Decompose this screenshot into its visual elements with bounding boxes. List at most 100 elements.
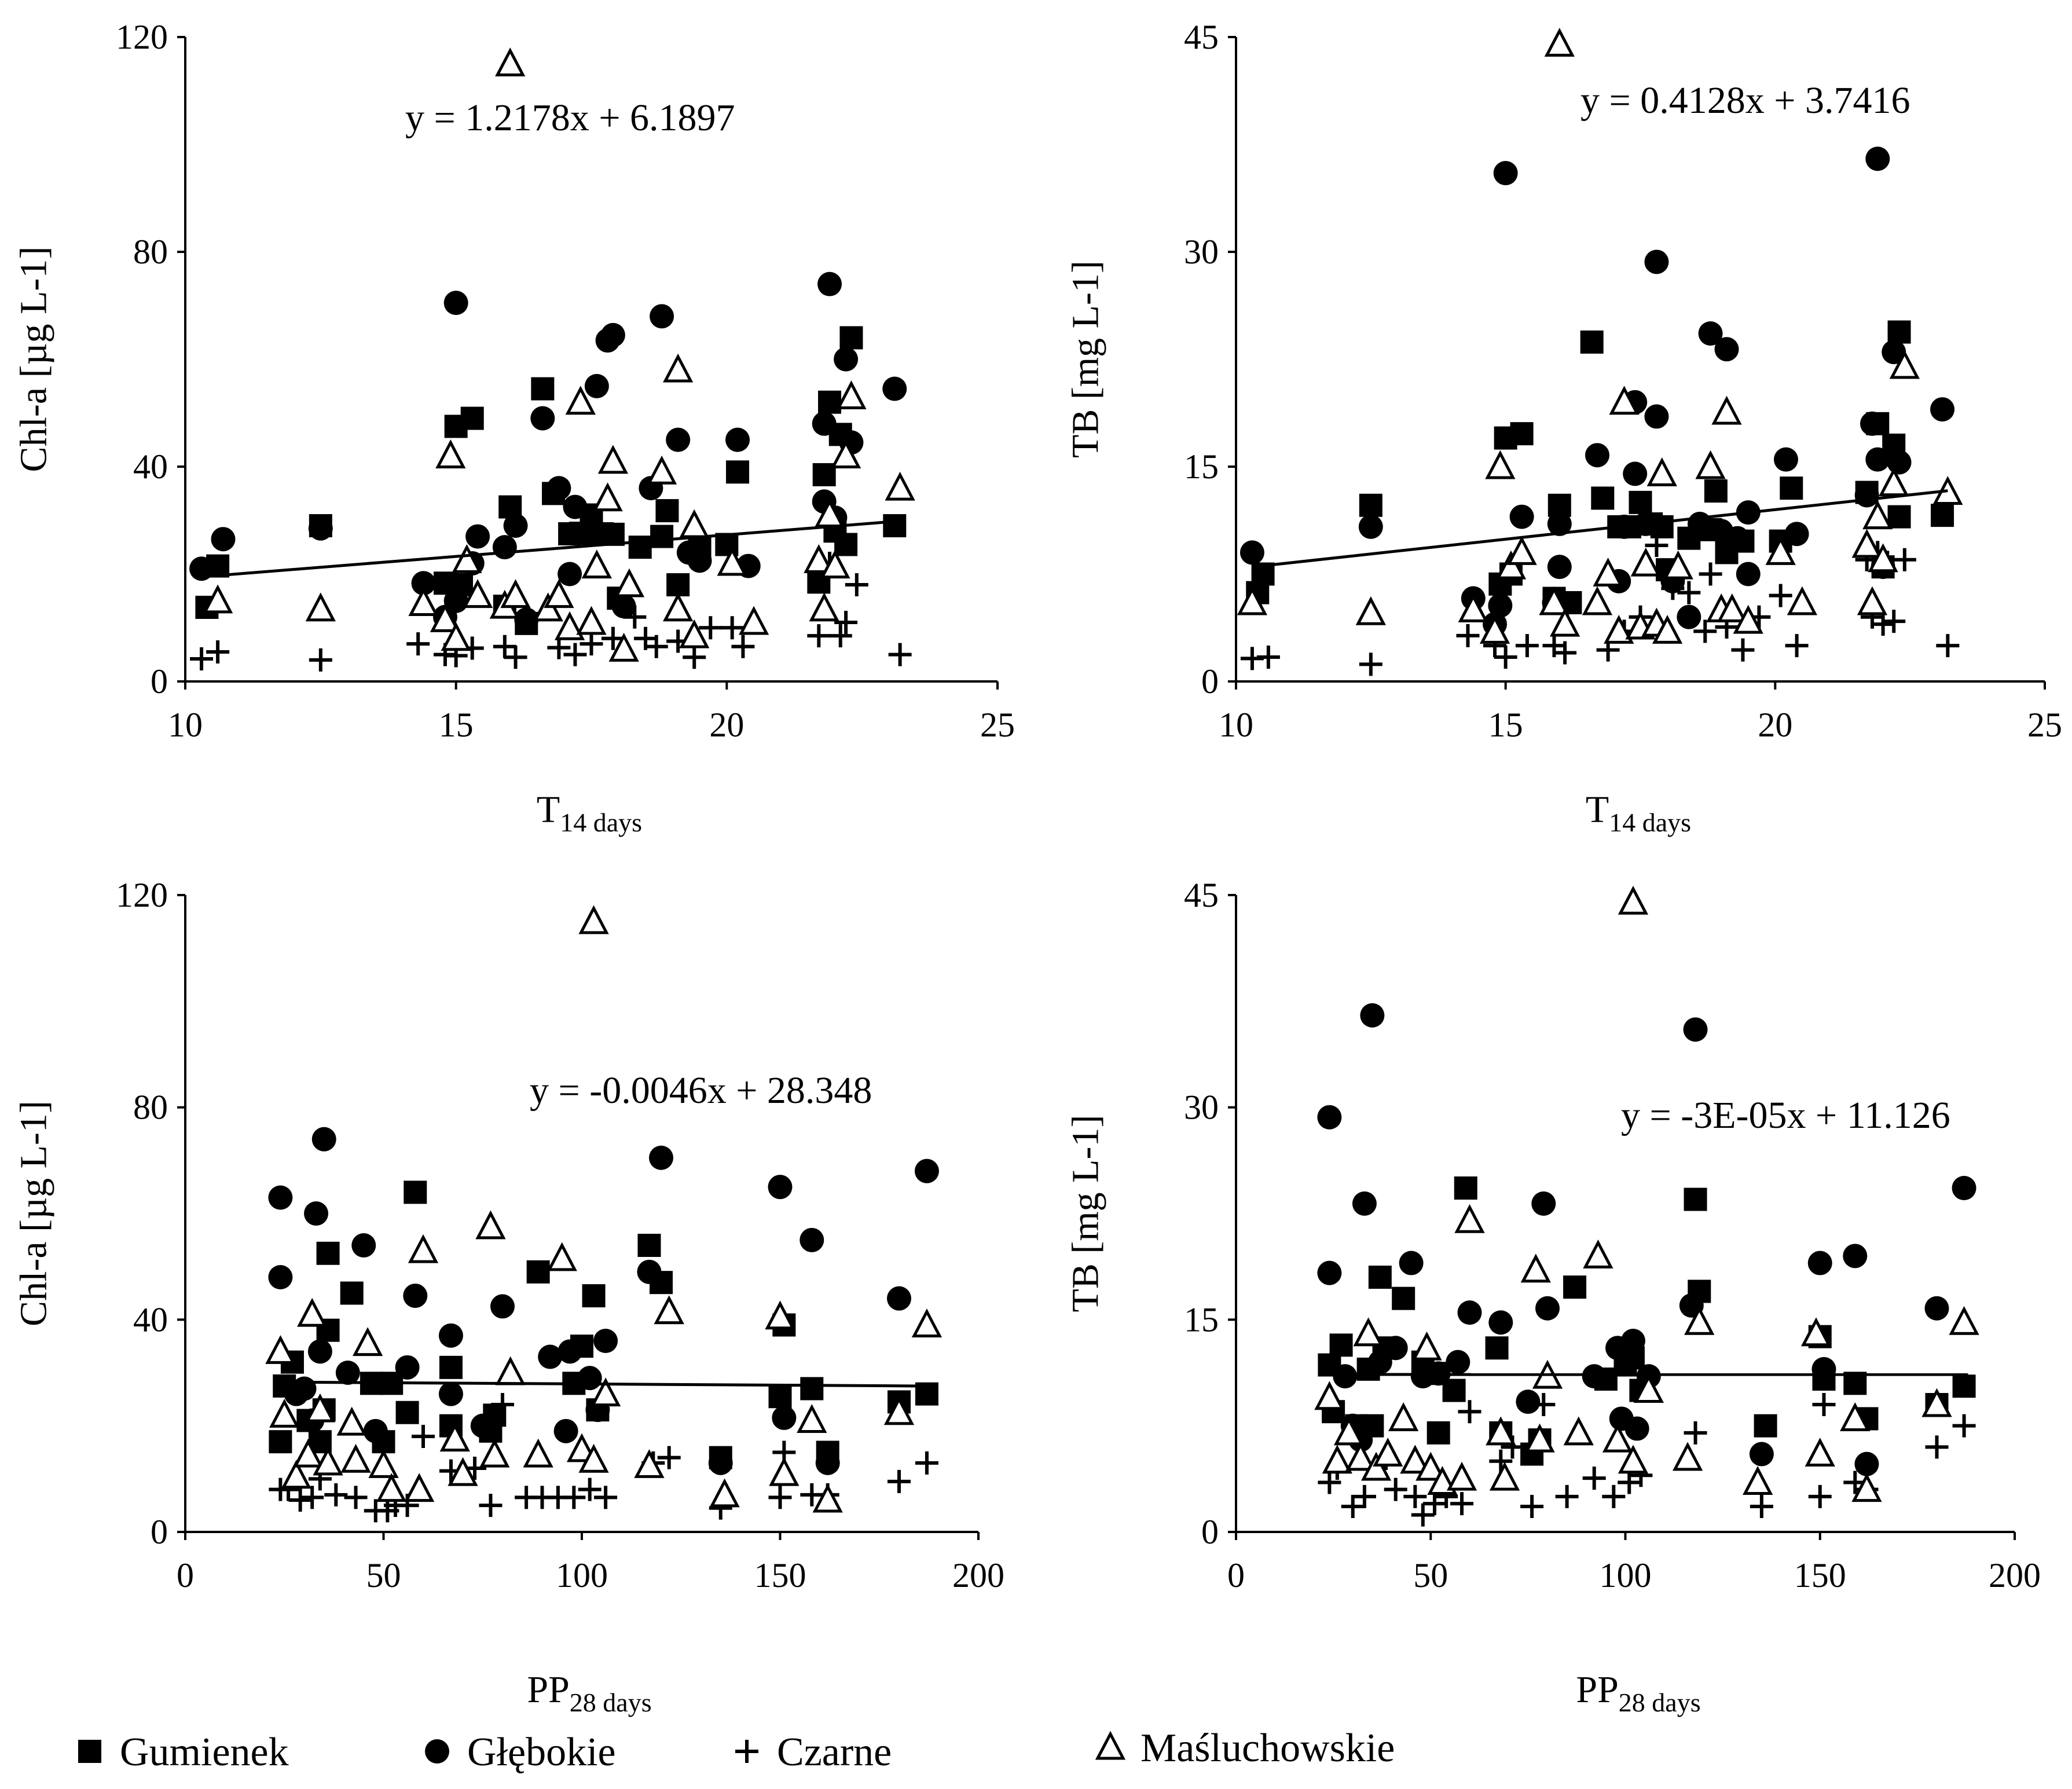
data-point-plus [1808, 1484, 1832, 1508]
series-Głębokie [1317, 1003, 1976, 1476]
data-point-circle [1333, 1364, 1358, 1389]
data-point-circle [1749, 1442, 1774, 1467]
regression-equation: y = -0.0046x + 28.348 [530, 1069, 872, 1112]
x-tick-label: 150 [1794, 1556, 1846, 1594]
data-point-triangle [1663, 550, 1693, 580]
data-point-circle [1446, 1350, 1470, 1374]
data-point-circle [1547, 511, 1572, 536]
data-point-plus [807, 624, 831, 648]
data-point-triangle [544, 579, 574, 608]
data-point-plus [578, 1478, 602, 1501]
y-tick-label: 15 [1184, 448, 1219, 486]
regression-equation: y = 0.4128x + 3.7416 [1580, 79, 1910, 122]
data-point-triangle [1633, 1374, 1664, 1403]
data-point-triangle [1618, 1445, 1649, 1474]
series-Głębokie [268, 1127, 939, 1475]
data-point-plus [1403, 1484, 1427, 1508]
data-point-circle [211, 527, 236, 552]
y-tick-label: 0 [1201, 1513, 1219, 1551]
data-point-triangle [1237, 586, 1268, 615]
data-point-circle [1488, 1310, 1513, 1335]
data-point-plus [563, 643, 587, 666]
data-point-circle [584, 373, 609, 398]
data-point-circle [708, 1450, 733, 1475]
y-tick-label: 40 [133, 1300, 168, 1339]
data-point-triangle [565, 386, 596, 415]
data-point-square [1485, 1336, 1509, 1360]
data-point-circle [1488, 593, 1513, 618]
data-point-triangle [495, 47, 526, 76]
data-point-square [526, 1260, 550, 1284]
data-point-triangle [679, 509, 710, 538]
data-point-circle [335, 1361, 360, 1385]
data-point-square [768, 1385, 792, 1409]
data-point-triangle [404, 1473, 435, 1502]
data-point-plus [731, 635, 755, 658]
data-point-plus [412, 1425, 435, 1448]
data-point-plus [601, 626, 625, 650]
data-points [1314, 885, 1979, 1527]
data-point-triangle [340, 1443, 371, 1473]
data-point-circle [1887, 450, 1912, 475]
data-point-plus [1494, 645, 1517, 669]
data-point-triangle [738, 606, 769, 635]
data-point-square [439, 1355, 463, 1379]
data-point-triangle [812, 1483, 843, 1513]
data-point-circle [1360, 1003, 1385, 1028]
data-point-triangle [1652, 615, 1683, 644]
data-point-triangle [376, 1473, 407, 1502]
data-point-triangle [1415, 1451, 1446, 1481]
data-point-plus [1785, 634, 1809, 658]
data-point-circle [1854, 1451, 1879, 1476]
data-point-triangle [430, 603, 461, 632]
data-point-square [726, 460, 750, 484]
data-point-triangle [646, 455, 677, 485]
data-point-square [650, 525, 674, 548]
data-point-plus [1893, 548, 1916, 571]
data-point-square [1931, 504, 1954, 527]
regression-equation: y = 1.2178x + 6.1897 [405, 97, 735, 139]
data-point-square [1887, 505, 1911, 529]
x-tick-label: 50 [1413, 1556, 1448, 1594]
y-tick-label: 30 [1184, 1088, 1219, 1127]
x-axis-label: T14 days [1586, 789, 1691, 837]
data-point-triangle [614, 568, 645, 597]
data-point-circle [563, 494, 588, 519]
data-point-circle [403, 1284, 428, 1308]
data-point-triangle [911, 1308, 943, 1337]
x-axis-label: PP28 days [527, 1669, 651, 1717]
data-point-square [800, 1377, 824, 1401]
legend-marker-plus [735, 1740, 758, 1763]
data-point-square [883, 514, 907, 538]
data-point-circle [1531, 1191, 1556, 1216]
data-point-triangle [1672, 1442, 1703, 1471]
data-points [189, 47, 915, 672]
data-point-plus [1411, 1503, 1435, 1527]
data-point-square [1780, 476, 1803, 500]
legend-marker-triangle [1095, 1731, 1126, 1760]
data-point-triangle [1609, 386, 1640, 415]
data-point-triangle [1862, 500, 1893, 530]
data-point-triangle [1800, 1317, 1832, 1347]
data-point-square [269, 1430, 292, 1454]
data-point-square [1392, 1286, 1415, 1310]
data-point-plus [1553, 641, 1577, 665]
series-Głębokie [1239, 146, 1955, 637]
data-point-triangle [1353, 1317, 1384, 1347]
data-point-circle [1714, 337, 1739, 362]
data-point-triangle [1446, 1461, 1477, 1491]
data-point-circle [812, 411, 837, 436]
data-point-square [1591, 486, 1615, 510]
data-point-triangle [435, 439, 466, 468]
data-point-plus [406, 632, 430, 656]
data-point-circle [1457, 1300, 1482, 1325]
y-tick-label: 80 [133, 233, 168, 271]
data-point-circle [443, 291, 468, 316]
data-point-plus [491, 1393, 514, 1416]
data-point-triangle [1711, 395, 1742, 425]
data-point-plus [1693, 619, 1717, 643]
data-point-triangle [809, 592, 839, 622]
data-point-triangle [663, 592, 694, 622]
data-point-triangle [820, 549, 850, 579]
data-point-triangle [1495, 550, 1527, 580]
